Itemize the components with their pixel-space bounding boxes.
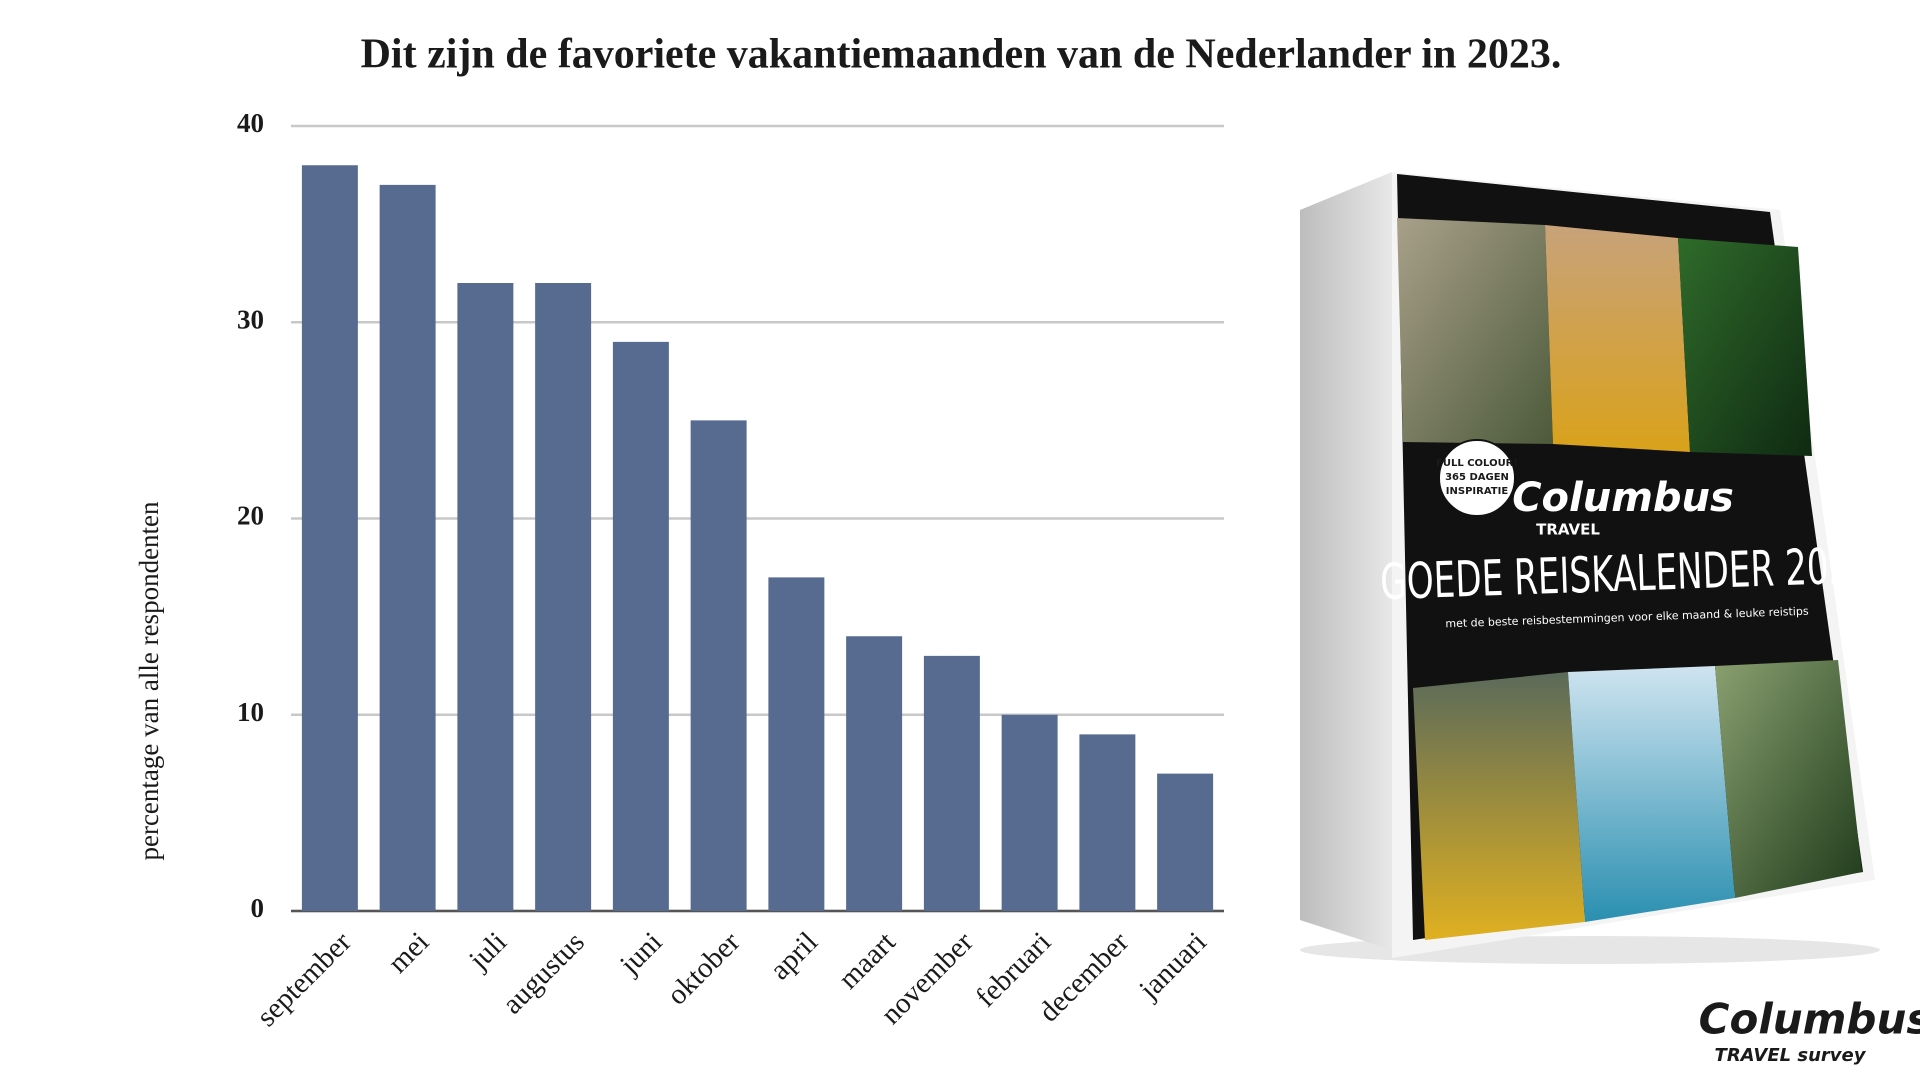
x-tick-label: juli xyxy=(462,926,513,977)
cover-photo xyxy=(1397,218,1553,444)
bar xyxy=(1001,714,1058,911)
x-tick-label: juni xyxy=(613,926,668,981)
bar xyxy=(690,420,747,911)
bar xyxy=(1157,773,1214,911)
x-tick-label: maart xyxy=(832,926,901,995)
badge-text: FULL COLOUR! xyxy=(1436,458,1518,469)
y-tick-label: 40 xyxy=(237,108,264,138)
x-tick-label: januari xyxy=(1133,926,1213,1006)
y-tick-label: 30 xyxy=(237,304,264,334)
bar xyxy=(535,283,592,911)
book-brand-sub: TRAVEL xyxy=(1536,521,1600,539)
x-tick-label: september xyxy=(251,926,358,1033)
cover-photo xyxy=(1715,660,1862,898)
badge-text: 365 DAGEN xyxy=(1445,472,1509,483)
book-brand: Columbus xyxy=(1512,475,1734,521)
logo-sub: TRAVEL survey xyxy=(1715,1045,1867,1066)
cover-photo xyxy=(1678,238,1812,456)
x-tick-label: april xyxy=(764,926,824,986)
x-tick-label: augustus xyxy=(496,926,590,1020)
bar xyxy=(768,577,825,911)
badge xyxy=(1438,439,1516,517)
bar xyxy=(457,283,514,911)
book-pages xyxy=(1300,172,1392,950)
y-tick-label: 10 xyxy=(237,697,264,727)
x-tick-label: mei xyxy=(382,926,435,979)
bar xyxy=(612,341,669,911)
logo-brand: Columbus xyxy=(1699,995,1920,1044)
cover-photo xyxy=(1413,672,1585,940)
bar xyxy=(923,655,980,911)
bar xyxy=(301,165,358,911)
y-axis-label: percentage van alle respondenten xyxy=(134,501,164,861)
badge-text: INSPIRATIE xyxy=(1446,486,1509,497)
y-tick-label: 20 xyxy=(237,501,264,531)
bar xyxy=(379,184,436,911)
book: FULL COLOUR! 365 DAGEN INSPIRATIE Columb… xyxy=(1300,172,1880,964)
cover-photo xyxy=(1545,225,1690,452)
y-tick-label: 0 xyxy=(251,893,265,923)
bar xyxy=(846,636,903,911)
bar xyxy=(1079,734,1136,911)
x-tick-label: oktober xyxy=(661,926,747,1012)
cover-photo xyxy=(1568,666,1735,922)
chart-title: Dit zijn de favoriete vakantiemaanden va… xyxy=(361,32,1562,78)
